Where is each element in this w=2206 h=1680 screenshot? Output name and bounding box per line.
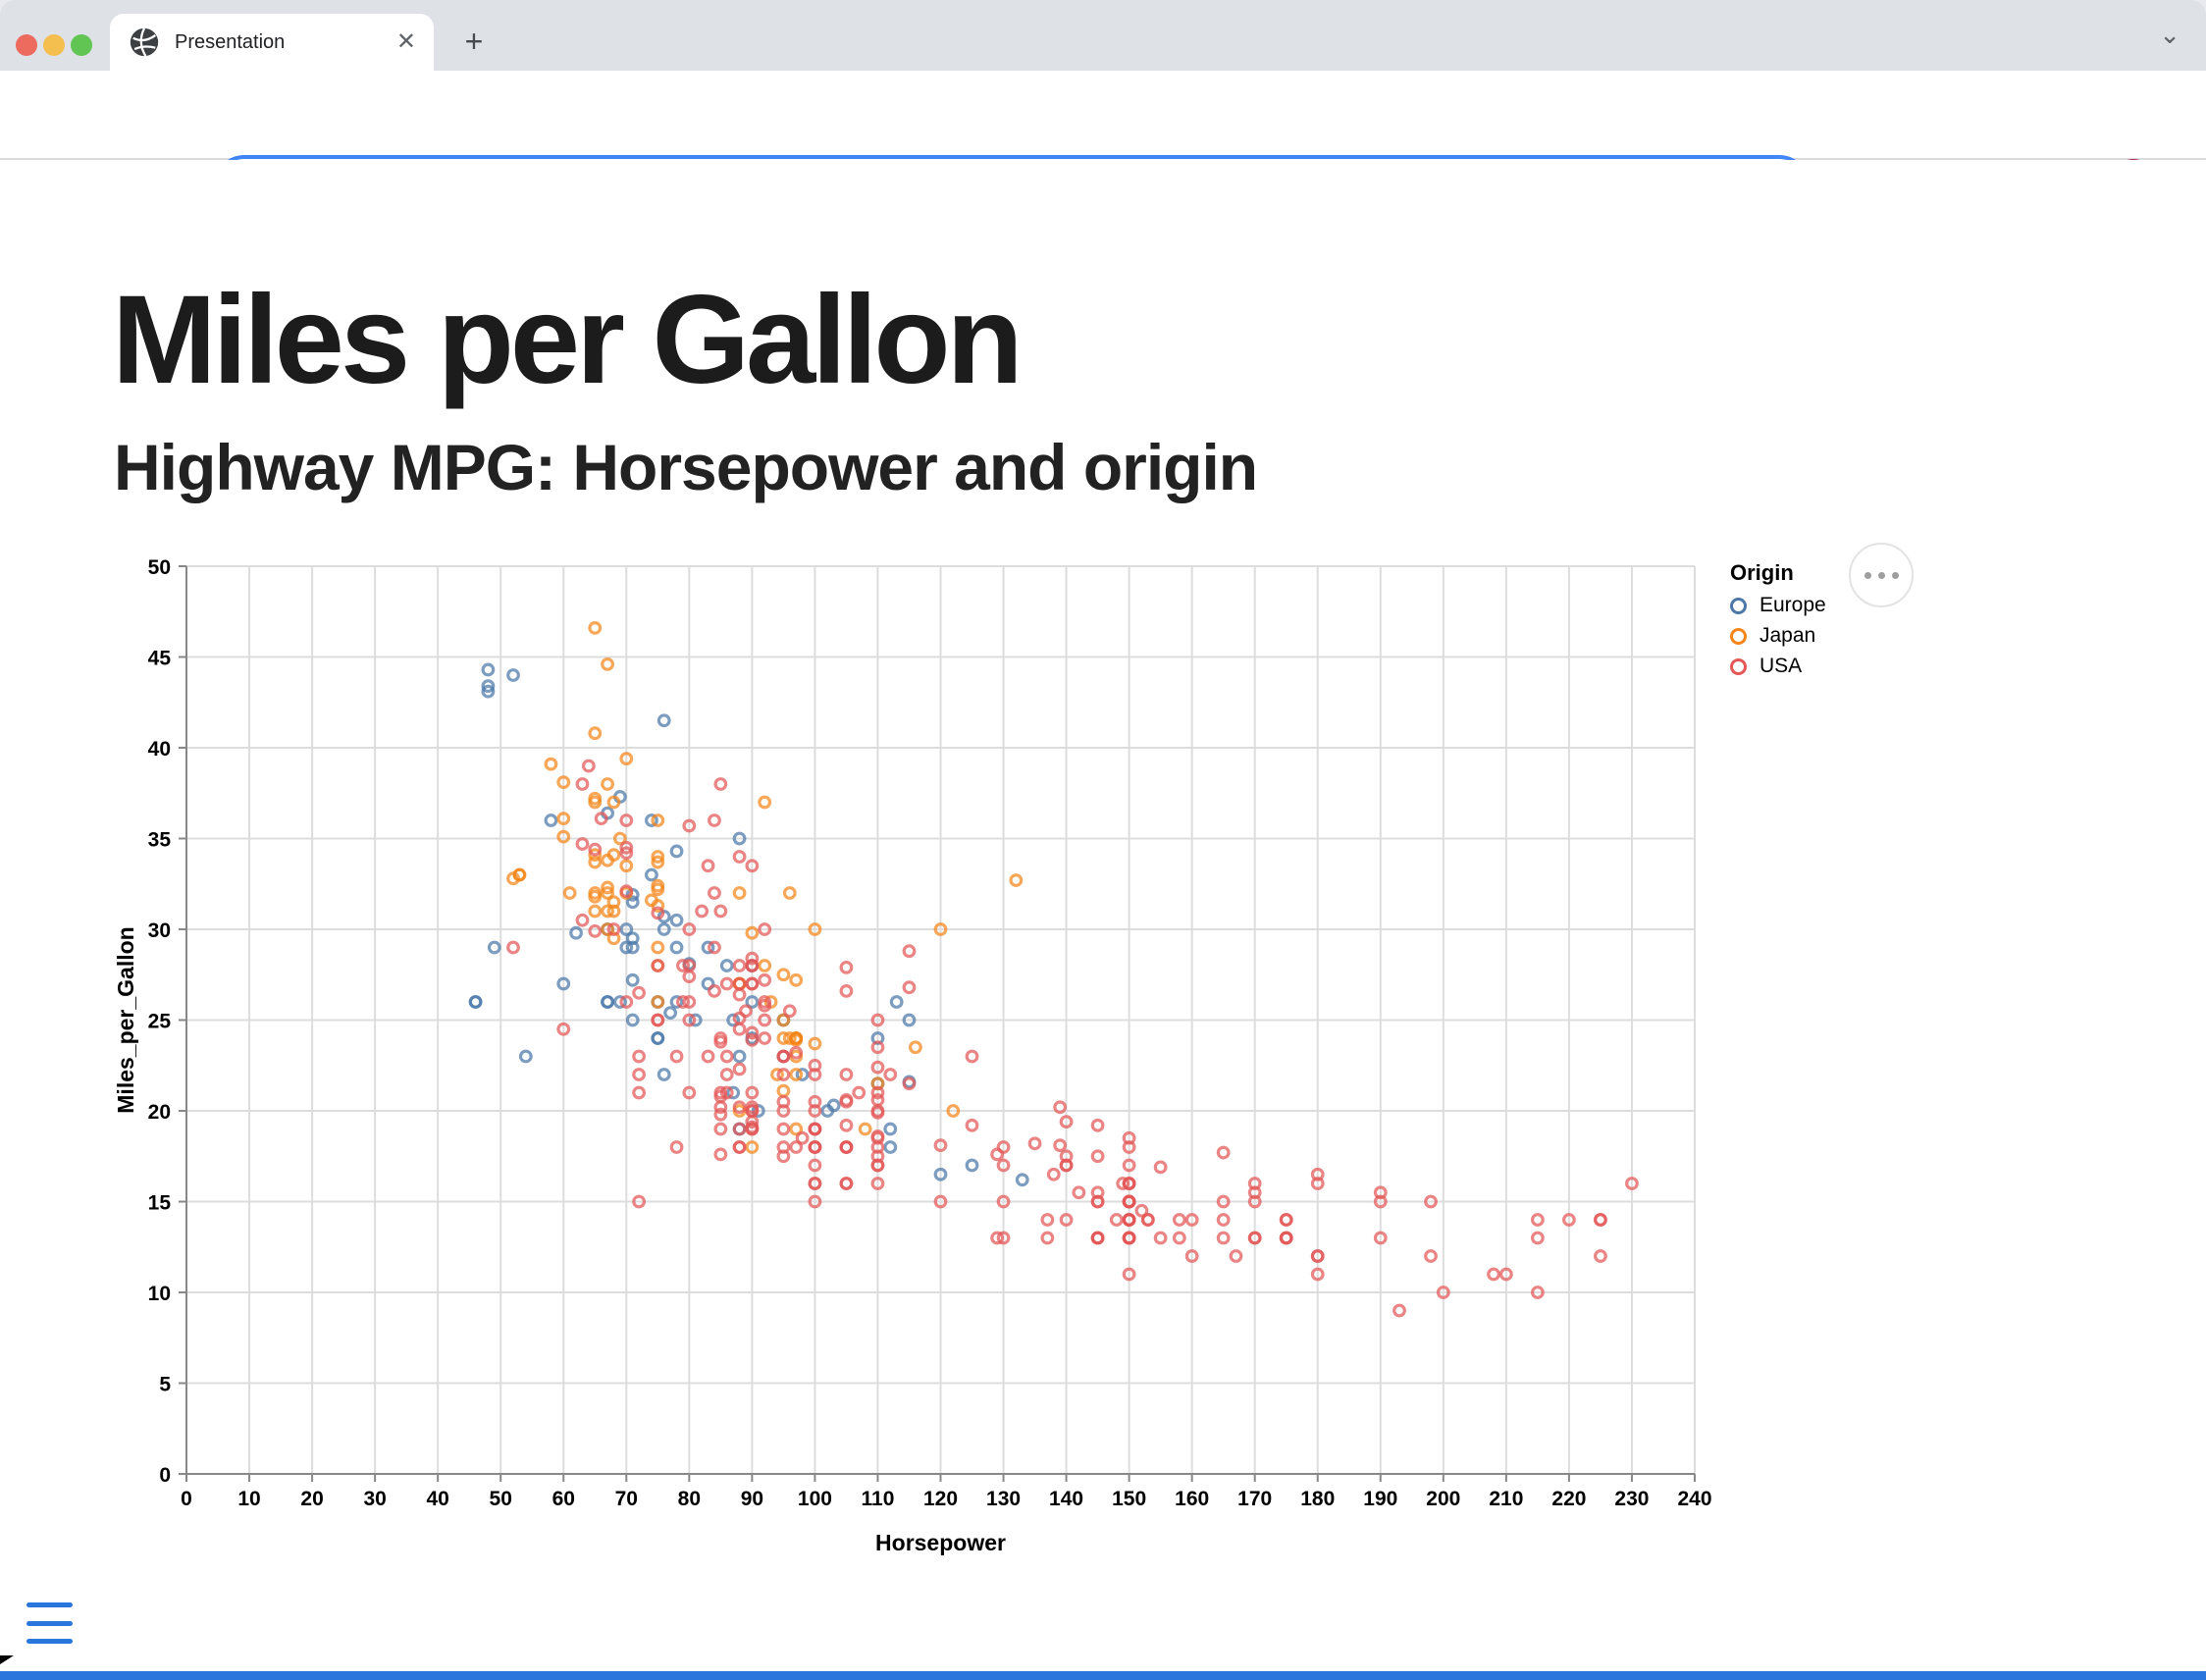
legend-item-japan: Japan — [1730, 624, 1826, 647]
svg-text:30: 30 — [148, 919, 171, 942]
svg-text:210: 210 — [1489, 1488, 1523, 1510]
traffic-light-minimize[interactable] — [43, 34, 65, 56]
tab-search-chevron-icon[interactable]: ⌄ — [2159, 20, 2180, 49]
traffic-light-close[interactable] — [16, 34, 37, 56]
slide-menu-button[interactable] — [26, 1602, 73, 1644]
svg-text:100: 100 — [798, 1488, 832, 1510]
dot-icon — [1877, 571, 1885, 579]
svg-text:130: 130 — [986, 1488, 1021, 1510]
hamburger-bar — [26, 1639, 73, 1644]
svg-text:0: 0 — [159, 1464, 171, 1487]
page-subtitle: Highway MPG: Horsepower and origin — [114, 431, 1258, 503]
mouse-cursor — [0, 1655, 14, 1664]
svg-text:160: 160 — [1175, 1488, 1209, 1510]
svg-text:45: 45 — [148, 648, 172, 670]
svg-text:10: 10 — [237, 1488, 260, 1510]
new-tab-button[interactable]: + — [464, 24, 484, 59]
svg-text:190: 190 — [1363, 1488, 1397, 1510]
tab-title: Presentation — [175, 30, 286, 53]
hamburger-bar — [26, 1602, 73, 1607]
svg-text:60: 60 — [552, 1488, 575, 1510]
legend-label-usa: USA — [1760, 655, 1803, 677]
hamburger-bar — [26, 1620, 73, 1626]
svg-text:40: 40 — [426, 1488, 448, 1510]
scatter-chart[interactable]: 0 10 20 30 40 50 60 70 80 90 100 110 120 130 140 150 160… — [0, 160, 2206, 1680]
svg-text:50: 50 — [490, 1488, 512, 1510]
svg-text:Miles_per_Gallon: Miles_per_Gallon — [113, 926, 138, 1113]
svg-text:170: 170 — [1237, 1488, 1272, 1510]
svg-text:15: 15 — [148, 1192, 172, 1215]
svg-text:90: 90 — [741, 1488, 763, 1510]
page-title: Miles per Gallon — [112, 270, 1024, 410]
svg-text:20: 20 — [300, 1488, 323, 1510]
svg-text:40: 40 — [148, 738, 171, 761]
svg-text:70: 70 — [615, 1488, 638, 1510]
legend-item-europe: Europe — [1730, 594, 1826, 616]
svg-text:Horsepower: Horsepower — [875, 1530, 1006, 1555]
tab-strip: Presentation ✕ + ⌄ — [0, 0, 2206, 71]
tab-close-icon[interactable]: ✕ — [395, 28, 416, 55]
svg-text:50: 50 — [148, 556, 171, 579]
svg-text:220: 220 — [1551, 1488, 1586, 1510]
legend-title: Origin — [1730, 560, 1794, 585]
svg-text:5: 5 — [159, 1374, 171, 1396]
svg-text:110: 110 — [862, 1488, 895, 1510]
svg-text:200: 200 — [1426, 1488, 1460, 1510]
globe-favicon-icon — [130, 27, 159, 57]
svg-text:230: 230 — [1614, 1488, 1649, 1510]
svg-text:180: 180 — [1300, 1488, 1335, 1510]
svg-text:35: 35 — [148, 829, 172, 852]
presentation-progress-bar[interactable] — [0, 1671, 2206, 1680]
svg-text:25: 25 — [148, 1011, 172, 1033]
svg-text:120: 120 — [923, 1488, 958, 1510]
dot-icon — [1891, 571, 1899, 579]
tab-presentation[interactable]: Presentation ✕ — [110, 14, 434, 71]
europe-symbol-icon — [1730, 597, 1747, 614]
svg-text:10: 10 — [148, 1283, 171, 1305]
svg-text:80: 80 — [678, 1488, 701, 1510]
vega-actions-menu-button[interactable] — [1849, 543, 1914, 607]
legend-label-japan: Japan — [1760, 624, 1816, 647]
svg-text:20: 20 — [148, 1101, 171, 1124]
svg-text:240: 240 — [1677, 1488, 1711, 1510]
presentation-slide: Miles per Gallon Highway MPG: Horsepower… — [0, 160, 2206, 1680]
traffic-light-zoom[interactable] — [71, 34, 92, 56]
legend-label-europe: Europe — [1760, 594, 1826, 616]
usa-symbol-icon — [1730, 657, 1747, 675]
svg-text:0: 0 — [181, 1488, 192, 1510]
svg-text:140: 140 — [1049, 1488, 1083, 1510]
chart-legend: Origin Europe Japan USA — [1730, 560, 1826, 677]
japan-symbol-icon — [1730, 627, 1747, 645]
svg-text:30: 30 — [363, 1488, 386, 1510]
dot-icon — [1864, 571, 1871, 579]
svg-text:150: 150 — [1112, 1488, 1146, 1510]
legend-item-usa: USA — [1730, 655, 1826, 677]
browser-toolbar: localhost:4255/#/miles-per-gallon — [0, 71, 2206, 216]
